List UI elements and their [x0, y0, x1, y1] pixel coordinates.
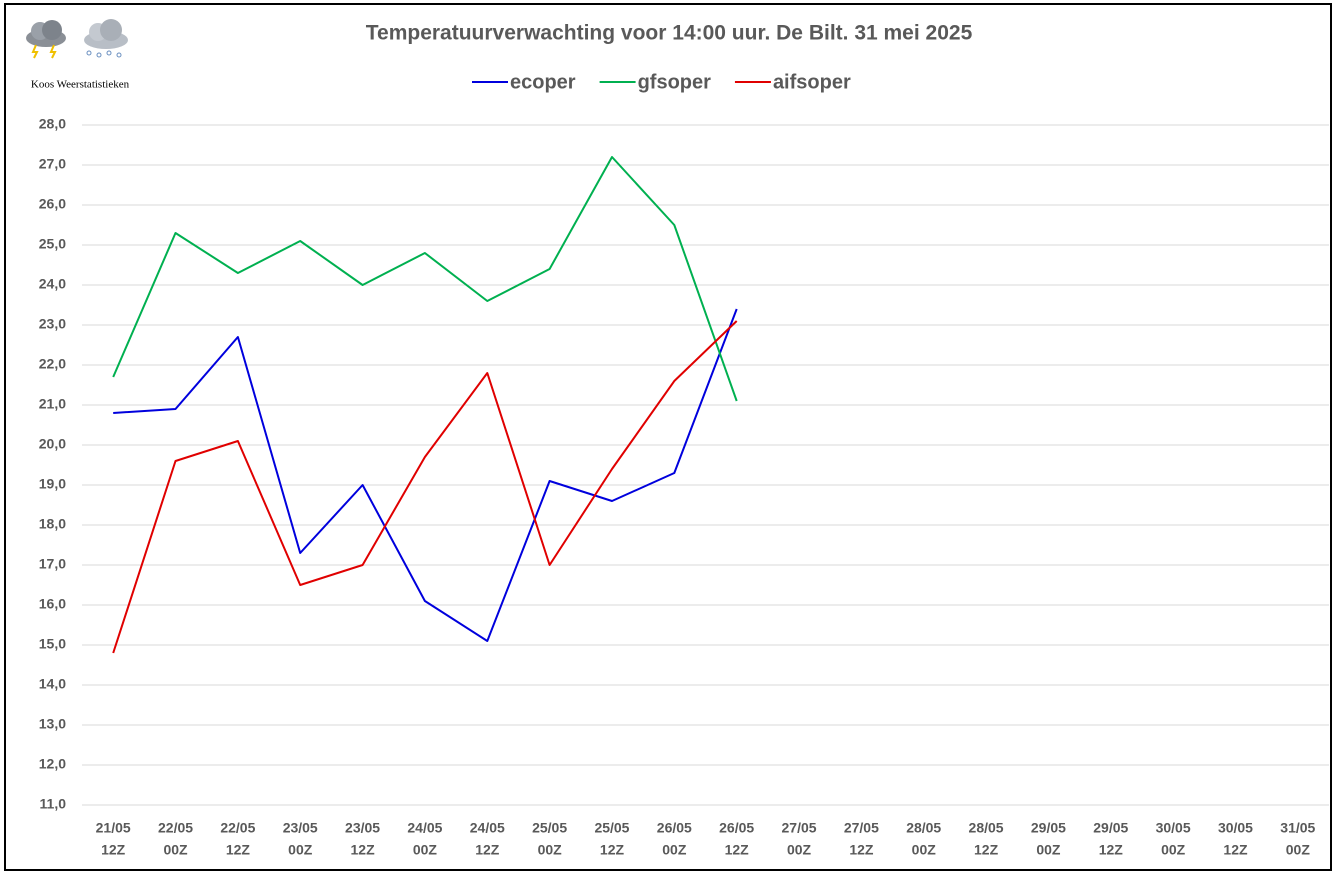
- x-tick-label: 12Z: [226, 842, 251, 858]
- chart-title: Temperatuurverwachting voor 14:00 uur. D…: [366, 22, 973, 45]
- x-tick-label: 00Z: [787, 842, 812, 858]
- x-tick-label: 00Z: [538, 842, 563, 858]
- x-tick-label: 28/05: [969, 820, 1004, 836]
- x-tick-label: 12Z: [600, 842, 625, 858]
- x-tick-label: 22/05: [220, 820, 255, 836]
- x-tick-label: 26/05: [719, 820, 754, 836]
- x-tick-label: 00Z: [1161, 842, 1186, 858]
- x-tick-label: 25/05: [532, 820, 567, 836]
- x-tick-label: 26/05: [657, 820, 692, 836]
- y-tick-label: 27,0: [39, 156, 66, 172]
- x-tick-label: 12Z: [351, 842, 376, 858]
- y-tick-label: 15,0: [39, 636, 66, 652]
- y-tick-label: 24,0: [39, 276, 66, 292]
- x-tick-label: 12Z: [1223, 842, 1248, 858]
- x-tick-label: 23/05: [283, 820, 318, 836]
- legend-label: aifsoper: [773, 71, 851, 93]
- x-tick-label: 21/05: [96, 820, 131, 836]
- legend-label: gfsoper: [638, 71, 712, 93]
- x-tick-label: 30/05: [1156, 820, 1191, 836]
- x-tick-label: 24/05: [470, 820, 505, 836]
- x-tick-label: 24/05: [407, 820, 442, 836]
- x-tick-label: 00Z: [662, 842, 687, 858]
- x-tick-label: 12Z: [1099, 842, 1124, 858]
- x-tick-label: 27/05: [844, 820, 879, 836]
- x-tick-label: 30/05: [1218, 820, 1253, 836]
- x-tick-label: 12Z: [849, 842, 874, 858]
- x-tick-label: 00Z: [912, 842, 937, 858]
- y-tick-label: 18,0: [39, 516, 66, 532]
- series-line: [113, 308, 738, 642]
- y-tick-label: 21,0: [39, 396, 66, 412]
- y-tick-label: 11,0: [40, 796, 67, 812]
- x-tick-label: 12Z: [974, 842, 999, 858]
- y-tick-label: 14,0: [39, 676, 66, 692]
- x-tick-label: 29/05: [1031, 820, 1066, 836]
- x-tick-label: 12Z: [101, 842, 126, 858]
- x-tick-label: 23/05: [345, 820, 380, 836]
- y-tick-label: 20,0: [39, 436, 66, 452]
- y-tick-label: 22,0: [39, 356, 66, 372]
- y-tick-label: 16,0: [39, 596, 66, 612]
- series-line: [112, 320, 738, 654]
- y-tick-label: 26,0: [39, 196, 66, 212]
- x-tick-label: 29/05: [1093, 820, 1128, 836]
- y-tick-label: 23,0: [39, 316, 66, 332]
- x-tick-label: 00Z: [413, 842, 438, 858]
- source: Koos Weerstatistieken: [31, 79, 130, 91]
- x-tick-label: 27/05: [782, 820, 817, 836]
- y-tick-label: 12,0: [39, 756, 66, 772]
- y-tick-label: 19,0: [39, 476, 66, 492]
- x-tick-label: 00Z: [1036, 842, 1061, 858]
- x-tick-label: 22/05: [158, 820, 193, 836]
- y-tick-label: 13,0: [39, 716, 66, 732]
- series-line: [112, 156, 738, 402]
- x-tick-label: 00Z: [163, 842, 188, 858]
- logo: [26, 19, 128, 59]
- x-tick-label: 12Z: [475, 842, 500, 858]
- x-tick-label: 25/05: [594, 820, 629, 836]
- y-tick-label: 25,0: [39, 236, 66, 252]
- y-tick-label: 28,0: [39, 116, 66, 132]
- x-tick-label: 28/05: [906, 820, 941, 836]
- frame: [4, 3, 1332, 871]
- x-tick-label: 31/05: [1280, 820, 1315, 836]
- x-tick-label: 00Z: [288, 842, 313, 858]
- y-tick-label: 17,0: [39, 556, 66, 572]
- x-tick-label: 00Z: [1286, 842, 1311, 858]
- x-tick-label: 12Z: [725, 842, 750, 858]
- legend-label: ecoper: [510, 71, 576, 93]
